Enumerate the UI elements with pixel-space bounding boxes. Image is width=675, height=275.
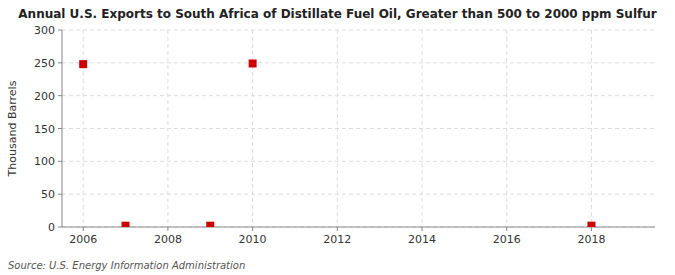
y-grid-line bbox=[62, 227, 655, 228]
chart-svg: 2006 2008 2010 2012 2014 2016 2018 0 50 100 150 200… bbox=[0, 0, 675, 275]
x-tick-label: 2006 bbox=[69, 233, 97, 246]
y-grid-line bbox=[62, 161, 655, 162]
x-grid-line bbox=[337, 30, 338, 227]
y-grid-line bbox=[62, 95, 655, 96]
data-point bbox=[206, 222, 214, 227]
x-grid-line bbox=[422, 30, 423, 227]
x-tick-label: 2014 bbox=[408, 233, 436, 246]
x-grid-line bbox=[167, 30, 168, 227]
marks bbox=[79, 59, 595, 227]
y-grid-line bbox=[62, 194, 655, 195]
y-tick-label: 0 bbox=[48, 221, 55, 234]
x-tick bbox=[591, 227, 592, 231]
source-note: Source: U.S. Energy Information Administ… bbox=[8, 260, 245, 271]
x-grid-line bbox=[83, 30, 84, 227]
y-grid-line bbox=[62, 30, 655, 31]
x-tick-label: 2018 bbox=[577, 233, 605, 246]
chart-container: 2006 2008 2010 2012 2014 2016 2018 0 50 100 150 200… bbox=[0, 0, 675, 275]
y-grid-line bbox=[62, 62, 655, 63]
y-tick-label: 150 bbox=[34, 123, 55, 136]
x-tick-label: 2008 bbox=[154, 233, 182, 246]
y-tick-label: 50 bbox=[41, 188, 55, 201]
y-tick bbox=[58, 161, 62, 162]
data-point bbox=[249, 59, 257, 67]
x-tick-label: 2010 bbox=[239, 233, 267, 246]
y-grid-line bbox=[62, 128, 655, 129]
y-tick-label: 300 bbox=[34, 24, 55, 37]
x-tick bbox=[422, 227, 423, 231]
x-tick bbox=[167, 227, 168, 231]
data-point bbox=[587, 222, 595, 227]
y-tick-label: 100 bbox=[34, 155, 55, 168]
y-tick bbox=[58, 128, 62, 129]
y-tick bbox=[58, 227, 62, 228]
x-tick bbox=[83, 227, 84, 231]
axes: 2006 2008 2010 2012 2014 2016 2018 0 50 100 150 200… bbox=[34, 24, 655, 246]
x-grid-line bbox=[506, 30, 507, 227]
y-tick-label: 200 bbox=[34, 90, 55, 103]
y-tick bbox=[58, 95, 62, 96]
data-point bbox=[79, 60, 87, 68]
x-axis-line bbox=[62, 227, 655, 228]
page: {"chart_data": {"type": "scatter", "titl… bbox=[0, 0, 675, 275]
chart-title: Annual U.S. Exports to South Africa of D… bbox=[18, 7, 656, 21]
y-tick-label: 250 bbox=[34, 57, 55, 70]
x-tick bbox=[337, 227, 338, 231]
data-point bbox=[122, 222, 130, 227]
y-tick bbox=[58, 194, 62, 195]
x-tick-label: 2012 bbox=[323, 233, 351, 246]
x-tick bbox=[506, 227, 507, 231]
grid bbox=[62, 30, 655, 227]
y-axis-label: Thousand Barrels bbox=[6, 80, 19, 177]
x-tick bbox=[252, 227, 253, 231]
x-tick-label: 2016 bbox=[493, 233, 521, 246]
y-tick bbox=[58, 30, 62, 31]
y-tick bbox=[58, 62, 62, 63]
x-grid-line bbox=[591, 30, 592, 227]
